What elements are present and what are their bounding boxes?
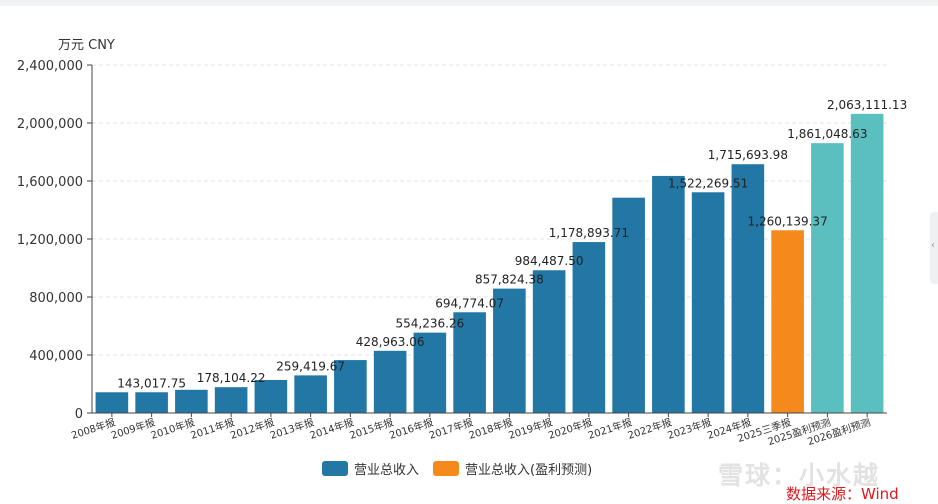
x-category-label: 2010年报 xyxy=(149,415,196,441)
bar xyxy=(572,242,606,413)
y-tick-label: 2,000,000 xyxy=(17,117,83,132)
legend-swatch-forecast xyxy=(433,461,460,476)
y-tick-label: 0 xyxy=(75,407,83,422)
bar xyxy=(532,270,566,413)
bar-data-label: 1,715,693.98 xyxy=(708,148,788,162)
bars xyxy=(95,113,884,414)
bar-data-label: 857,824.38 xyxy=(475,273,544,287)
bar xyxy=(612,197,645,413)
x-category-label: 2009年报 xyxy=(109,415,156,441)
top-bar xyxy=(0,0,938,6)
bar xyxy=(373,350,407,413)
bar-data-label: 694,774.07 xyxy=(435,296,504,310)
bar-data-label: 554,236.26 xyxy=(396,317,465,331)
bar xyxy=(731,164,765,413)
bar-data-label: 1,861,048.63 xyxy=(787,127,867,141)
bar xyxy=(294,375,327,413)
legend-item-revenue[interactable]: 营业总收入 xyxy=(322,459,419,478)
bar xyxy=(771,230,804,413)
bar-data-label: 1,178,893.71 xyxy=(549,226,629,240)
bar-data-label: 1,260,139.37 xyxy=(748,214,828,228)
bar xyxy=(214,387,248,413)
bar xyxy=(254,379,288,413)
y-tick-label: 2,400,000 xyxy=(17,59,83,74)
y-axis-ticks: 0 400,000 800,000 1,200,000 1,600,000 2,000,0… xyxy=(17,59,92,422)
bar xyxy=(95,392,129,413)
x-category-label: 2013年报 xyxy=(268,415,315,441)
bar-data-label: 178,104.22 xyxy=(197,371,266,385)
bar-data-label: 2,063,111.13 xyxy=(827,98,907,112)
bar xyxy=(652,175,685,413)
bar xyxy=(175,389,208,413)
legend-swatch-revenue xyxy=(322,461,348,476)
y-tick-label: 1,600,000 xyxy=(17,175,83,190)
y-tick-label: 800,000 xyxy=(29,291,83,306)
legend-label-revenue: 营业总收入 xyxy=(354,463,420,478)
bar xyxy=(811,143,844,413)
y-tick-label: 1,200,000 xyxy=(17,233,83,248)
bar xyxy=(850,113,884,414)
x-category-label: 2017年报 xyxy=(427,415,474,441)
x-category-label: 2014年报 xyxy=(308,415,355,441)
x-category-label: 2019年报 xyxy=(507,415,554,441)
bar xyxy=(334,360,367,413)
x-category-label: 2018年报 xyxy=(467,415,514,441)
chart-legend: 营业总收入 营业总收入(盈利预测) xyxy=(322,459,592,478)
bar xyxy=(453,312,486,413)
bar-data-label: 143,017.75 xyxy=(117,376,186,390)
legend-label-forecast: 营业总收入(盈利预测) xyxy=(465,463,593,478)
x-axis-labels: 2008年报2009年报2010年报2011年报2012年报2013年报2014… xyxy=(70,413,872,448)
bar-data-label: 984,487.50 xyxy=(515,254,584,268)
legend-item-forecast[interactable]: 营业总收入(盈利预测) xyxy=(433,459,592,478)
x-category-label: 2022年报 xyxy=(626,415,673,441)
bar xyxy=(413,332,447,413)
x-category-label: 2023年报 xyxy=(666,415,713,441)
x-category-label: 2016年报 xyxy=(388,415,435,441)
x-category-label: 2021年报 xyxy=(586,415,633,441)
xueqiu-watermark: 雪球：小水越 xyxy=(718,461,881,490)
bar xyxy=(493,288,526,413)
x-category-label: 2012年报 xyxy=(229,415,276,441)
bar-data-label: 428,963.06 xyxy=(356,335,425,349)
data-labels: 143,017.75 178,104.22 259,419.67 428,963.06… xyxy=(117,98,907,390)
x-category-label: 2015年报 xyxy=(348,415,395,441)
bar xyxy=(135,392,168,413)
x-category-label: 2011年报 xyxy=(189,415,236,441)
data-source-note: 数据来源：Wind xyxy=(786,485,899,503)
side-collapse-handle[interactable]: ‹ xyxy=(930,212,938,284)
unit-label: 万元 CNY xyxy=(58,38,115,53)
y-tick-label: 400,000 xyxy=(29,349,83,364)
grid-lines xyxy=(92,64,887,356)
chevron-left-icon: ‹ xyxy=(931,240,935,251)
bar-data-label: 1,522,269.51 xyxy=(668,176,748,190)
x-category-label: 2020年报 xyxy=(547,415,594,441)
bar xyxy=(691,192,725,413)
bar-data-label: 259,419.67 xyxy=(276,359,345,373)
